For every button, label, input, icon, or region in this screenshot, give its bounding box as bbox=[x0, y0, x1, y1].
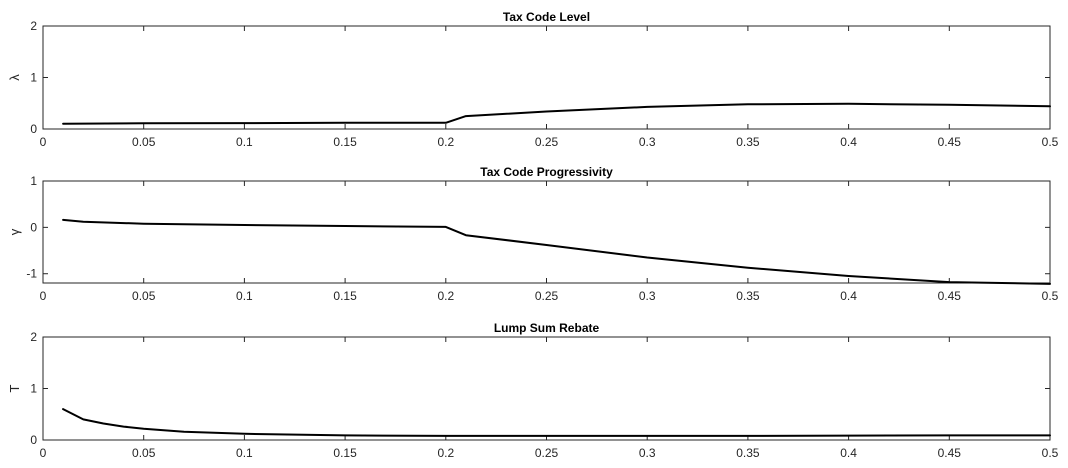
x-tick-label: 0 bbox=[40, 446, 47, 460]
subplot-2: 0 0.05 0.1 0.15 0.2 0.25 0.3 0.35 0.4 0.45 0.5-101… bbox=[7, 165, 1059, 303]
x-tick-label: 0.5 bbox=[1042, 289, 1059, 303]
chart-title: Tax Code Level bbox=[503, 10, 590, 24]
x-tick-label: 0.35 bbox=[736, 135, 760, 149]
x-tick-label: 0.05 bbox=[132, 446, 156, 460]
y-tick-label: 0 bbox=[30, 220, 37, 234]
x-tick-label: 0.3 bbox=[639, 446, 656, 460]
x-tick-label: 0.1 bbox=[236, 446, 253, 460]
y-axis-label: γ bbox=[7, 228, 22, 235]
x-tick-label: 0.1 bbox=[236, 289, 253, 303]
x-tick-label: 0.35 bbox=[736, 289, 760, 303]
x-tick-label: 0.45 bbox=[938, 135, 962, 149]
series-line-1 bbox=[62, 102, 1051, 125]
y-tick-label: -1 bbox=[26, 267, 37, 281]
x-tick-label: 0.15 bbox=[333, 135, 357, 149]
x-tick-label: 0.05 bbox=[132, 135, 156, 149]
series-line-1 bbox=[62, 218, 1051, 285]
x-tick-label: 0.2 bbox=[437, 135, 454, 149]
x-tick-label: 0.4 bbox=[840, 135, 857, 149]
x-tick-label: 0 bbox=[40, 135, 47, 149]
chart-title: Lump Sum Rebate bbox=[494, 321, 600, 335]
x-tick-label: 0.15 bbox=[333, 289, 357, 303]
x-tick-label: 0.5 bbox=[1042, 135, 1059, 149]
axes-box bbox=[42, 336, 1051, 441]
x-tick-label: 0.3 bbox=[639, 289, 656, 303]
x-tick-label: 0.25 bbox=[535, 289, 559, 303]
y-axis-label: λ bbox=[7, 74, 22, 81]
subplot-1: 0 0.05 0.1 0.15 0.2 0.25 0.3 0.35 0.4 0.45 0.5 0 1 2 λ… bbox=[7, 10, 1059, 149]
chart-title: Tax Code Progressivity bbox=[480, 165, 613, 179]
x-tick-label: 0.3 bbox=[639, 135, 656, 149]
x-tick-label: 0.2 bbox=[437, 289, 454, 303]
x-tick-label: 0.25 bbox=[535, 446, 559, 460]
x-tick-label: 0.25 bbox=[535, 135, 559, 149]
y-tick-label: 0 bbox=[30, 433, 37, 447]
x-tick-label: 0.5 bbox=[1042, 446, 1059, 460]
x-tick-label: 0.05 bbox=[132, 289, 156, 303]
y-tick-label: 0 bbox=[30, 122, 37, 136]
x-tick-label: 0.15 bbox=[333, 446, 357, 460]
y-tick-label: 1 bbox=[30, 382, 37, 396]
x-tick-label: 0.45 bbox=[938, 289, 962, 303]
x-tick-label: 0.4 bbox=[840, 289, 857, 303]
axes-box bbox=[42, 25, 1051, 130]
y-axis-label: T bbox=[7, 384, 22, 392]
x-tick-label: 0.35 bbox=[736, 446, 760, 460]
y-tick-label: 1 bbox=[30, 174, 37, 188]
subplot-3: 0 0.05 0.1 0.15 0.2 0.25 0.3 0.35 0.4 0.45 0.5 0 1 2 T… bbox=[7, 321, 1059, 460]
series-line-1 bbox=[62, 408, 1051, 437]
x-tick-label: 0.2 bbox=[437, 446, 454, 460]
y-tick-label: 2 bbox=[30, 330, 37, 344]
x-tick-label: 0.4 bbox=[840, 446, 857, 460]
axes-box bbox=[42, 180, 1051, 284]
x-tick-label: 0 bbox=[40, 289, 47, 303]
x-tick-label: 0.45 bbox=[938, 446, 962, 460]
x-tick-label: 0.1 bbox=[236, 135, 253, 149]
y-tick-label: 2 bbox=[30, 19, 37, 33]
y-tick-label: 1 bbox=[30, 71, 37, 85]
